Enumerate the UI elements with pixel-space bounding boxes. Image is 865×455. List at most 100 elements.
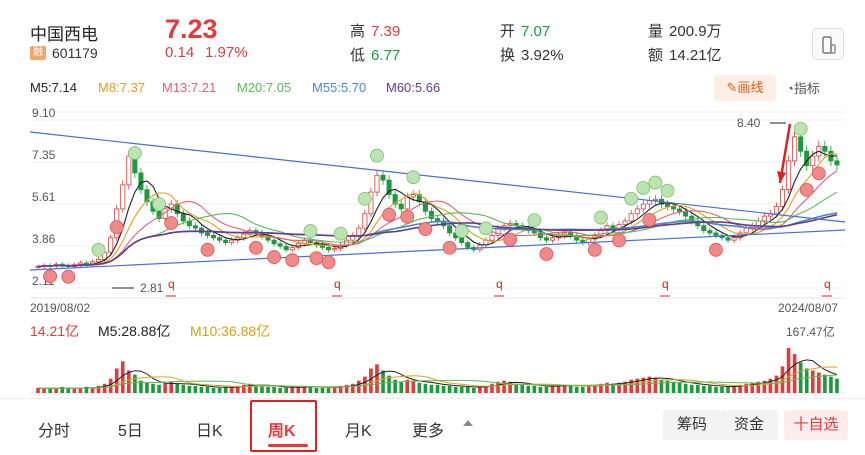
indicator-label: 指标 bbox=[793, 81, 820, 96]
candle bbox=[217, 237, 223, 241]
ma-55-label: M55:5.70 bbox=[312, 80, 367, 95]
volume-bar bbox=[587, 385, 591, 393]
volume-bar bbox=[762, 380, 767, 393]
draw-line-button[interactable]: ✎画线 bbox=[714, 75, 776, 101]
caret-up-icon bbox=[463, 420, 473, 426]
volume-bar bbox=[235, 385, 240, 393]
stat-high-value: 7.39 bbox=[371, 23, 401, 40]
volume-bar bbox=[447, 385, 452, 393]
add-watchlist-button[interactable]: 十自选 bbox=[784, 410, 848, 440]
volume-bar bbox=[54, 388, 58, 393]
stat-amount-value: 14.21亿 bbox=[669, 47, 722, 64]
stat-volume-value: 200.9万 bbox=[669, 23, 722, 40]
volume-bar bbox=[223, 386, 228, 393]
stat-low-value: 6.77 bbox=[371, 47, 401, 64]
candle bbox=[138, 172, 144, 191]
stock-name: 中国西电 bbox=[30, 25, 98, 44]
volume-bar bbox=[375, 364, 379, 393]
tab-monthly-k[interactable]: 月K bbox=[345, 423, 372, 440]
volume-bar bbox=[605, 382, 609, 393]
sell-signal-icon bbox=[442, 240, 457, 255]
price-change-pct: 1.97% bbox=[205, 44, 248, 61]
volume-bar bbox=[689, 384, 694, 393]
volume-bar bbox=[702, 385, 706, 393]
volume-bar bbox=[817, 372, 821, 393]
volume-bar bbox=[36, 387, 40, 393]
ma-line-8 bbox=[37, 153, 838, 268]
candle bbox=[392, 194, 398, 205]
volume-bar bbox=[429, 384, 434, 393]
candle bbox=[271, 239, 277, 245]
gauge-icon: ◔ bbox=[786, 81, 794, 96]
stat-volume: 量 200.9万 bbox=[648, 20, 722, 41]
volume-bar bbox=[260, 385, 264, 393]
volume-bar bbox=[502, 380, 506, 393]
volume-bar bbox=[229, 386, 234, 393]
buy-signal-icon bbox=[594, 210, 608, 225]
candle bbox=[289, 246, 295, 251]
volume-bar bbox=[369, 368, 373, 393]
volume-bar bbox=[756, 381, 761, 393]
sell-signal-icon bbox=[267, 250, 281, 264]
chips-button[interactable]: 筹码 bbox=[663, 410, 721, 440]
volume-bar bbox=[714, 386, 718, 393]
volume-bar bbox=[550, 385, 555, 393]
sell-signal-icon bbox=[61, 269, 76, 284]
landscape-toggle-button[interactable] bbox=[812, 28, 844, 60]
buy-signal-icon bbox=[527, 213, 542, 228]
volume-bar bbox=[175, 383, 180, 393]
volume-bar bbox=[72, 388, 77, 393]
volume-bar bbox=[611, 383, 615, 393]
candle bbox=[792, 136, 798, 162]
stat-open-label: 开 bbox=[500, 23, 516, 40]
volume-bar bbox=[127, 370, 131, 393]
volume-bar bbox=[145, 382, 149, 393]
stat-volume-label: 量 bbox=[648, 23, 664, 40]
buy-signal-icon bbox=[91, 242, 106, 257]
stock-code: 601179 bbox=[52, 45, 98, 61]
tab-5day[interactable]: 5日 bbox=[118, 423, 143, 440]
q-marker-icon: q bbox=[334, 277, 341, 291]
annotation-low: 2.81 bbox=[140, 281, 164, 295]
tab-daily-k[interactable]: 日K bbox=[196, 423, 223, 440]
candle bbox=[356, 227, 362, 236]
tab-intraday[interactable]: 分时 bbox=[38, 423, 71, 440]
candle bbox=[773, 206, 779, 215]
tab-active-indicator bbox=[268, 444, 308, 447]
volume-bar bbox=[139, 380, 143, 393]
sell-signal-icon bbox=[43, 269, 58, 284]
volume-bar bbox=[780, 366, 785, 393]
volume-ma-lines bbox=[37, 359, 838, 389]
candle bbox=[459, 237, 465, 243]
volume-bar bbox=[720, 386, 724, 393]
sell-signal-icon bbox=[382, 207, 396, 222]
candle bbox=[707, 230, 713, 234]
stat-amount: 额 14.21亿 bbox=[648, 44, 722, 65]
volume-bars bbox=[36, 348, 839, 393]
candle bbox=[447, 225, 453, 234]
volume-bar bbox=[774, 375, 779, 393]
buy-signal-icon bbox=[303, 224, 318, 238]
y-tick-label: 7.35 bbox=[32, 148, 56, 162]
volume-bar bbox=[647, 376, 652, 393]
stat-amount-label: 额 bbox=[648, 47, 664, 64]
phone-rotate-icon bbox=[822, 36, 836, 54]
buy-signal-icon bbox=[357, 191, 372, 206]
volume-bar bbox=[659, 379, 664, 393]
volume-m5: M5:28.88亿 bbox=[98, 323, 170, 339]
candle bbox=[731, 237, 737, 241]
indicator-button[interactable]: ◔指标 bbox=[786, 78, 820, 97]
volume-bar bbox=[804, 368, 809, 393]
y-tick-label: 9.10 bbox=[32, 108, 56, 120]
tab-more[interactable]: 更多 bbox=[412, 423, 445, 440]
tab-weekly-k[interactable]: 周K bbox=[268, 423, 296, 440]
volume-bar bbox=[399, 381, 403, 393]
funds-button[interactable]: 资金 bbox=[720, 410, 778, 440]
volume-bar bbox=[508, 381, 512, 393]
volume-bar bbox=[387, 375, 391, 393]
buy-signal-icon bbox=[624, 191, 639, 206]
volume-bar bbox=[290, 386, 295, 393]
q-marker-icon: q bbox=[824, 277, 831, 291]
candle bbox=[725, 237, 731, 241]
